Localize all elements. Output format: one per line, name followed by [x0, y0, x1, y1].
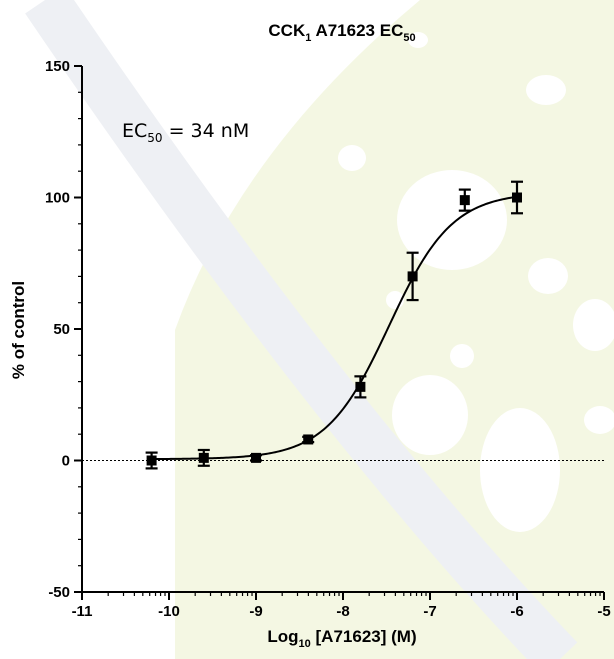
data-point — [511, 180, 523, 215]
background-bubble — [526, 75, 566, 105]
data-point — [250, 452, 262, 463]
y-axis-label: % of control — [9, 281, 28, 379]
x-axis-label-sub: 10 — [299, 638, 311, 650]
x-tick-label: -9 — [249, 603, 262, 620]
background-bubble — [408, 32, 428, 48]
point-marker — [146, 455, 157, 466]
x-axis-label-post: [A71623] (M) — [311, 627, 417, 646]
point-marker — [459, 195, 470, 206]
background-bubble — [528, 258, 568, 294]
background-grey-arc — [25, 0, 578, 659]
background-bubble — [480, 408, 560, 532]
point-marker — [303, 434, 314, 445]
y-tick-label: 0 — [62, 453, 70, 470]
x-tick-label: -11 — [72, 603, 93, 620]
y-tick-label: 150 — [45, 58, 70, 75]
background-bubble — [573, 299, 614, 351]
background-bubble — [338, 145, 366, 171]
ec50-annotation-post: = 34 nM — [163, 120, 250, 142]
chart-title: CCK1 A71623 EC50 — [268, 21, 415, 44]
data-point — [197, 448, 210, 467]
data-point — [145, 451, 158, 470]
x-tick-label: -8 — [336, 603, 349, 620]
data-point — [354, 375, 367, 399]
data-points-group — [145, 180, 523, 470]
chart-title-main: CCK — [268, 21, 306, 40]
y-tick-label: 50 — [53, 321, 70, 338]
y-tick-label: -50 — [48, 584, 70, 601]
point-marker — [251, 452, 261, 463]
fit-curve — [151, 195, 518, 461]
ec50-annotation: EC50 = 34 nM — [122, 120, 249, 145]
chart-title-mid: A71623 EC — [311, 21, 403, 40]
point-marker — [407, 271, 418, 282]
data-point — [406, 251, 419, 302]
x-tick-label: -10 — [158, 603, 180, 620]
point-marker — [355, 381, 366, 392]
y-tick-label: 100 — [45, 190, 70, 207]
chart-title-sub2: 50 — [403, 32, 415, 44]
axis-ticks: -11 -10 -9 -8 -7 -6 -5 -50 0 50 100 150 — [45, 58, 611, 620]
background-bubble — [584, 406, 614, 434]
fit-curve-group — [151, 195, 518, 461]
x-tick-label: -7 — [423, 603, 436, 620]
x-tick-label: -6 — [510, 603, 523, 620]
point-marker — [198, 452, 209, 463]
background-bubble — [397, 170, 507, 270]
ec50-annotation-pre: EC — [122, 120, 147, 142]
x-axis-label-pre: Log — [267, 627, 298, 646]
ec50-annotation-sub: 50 — [147, 131, 162, 145]
data-point — [302, 434, 315, 445]
background-decoration — [25, 0, 614, 659]
data-point — [458, 188, 471, 212]
point-marker — [512, 192, 522, 203]
x-axis-label: Log10 [A71623] (M) — [267, 627, 416, 650]
background-bubble — [392, 375, 468, 455]
background-bubble — [450, 344, 474, 368]
chart-title-sub1: 1 — [305, 32, 311, 44]
x-tick-label: -5 — [597, 603, 610, 620]
